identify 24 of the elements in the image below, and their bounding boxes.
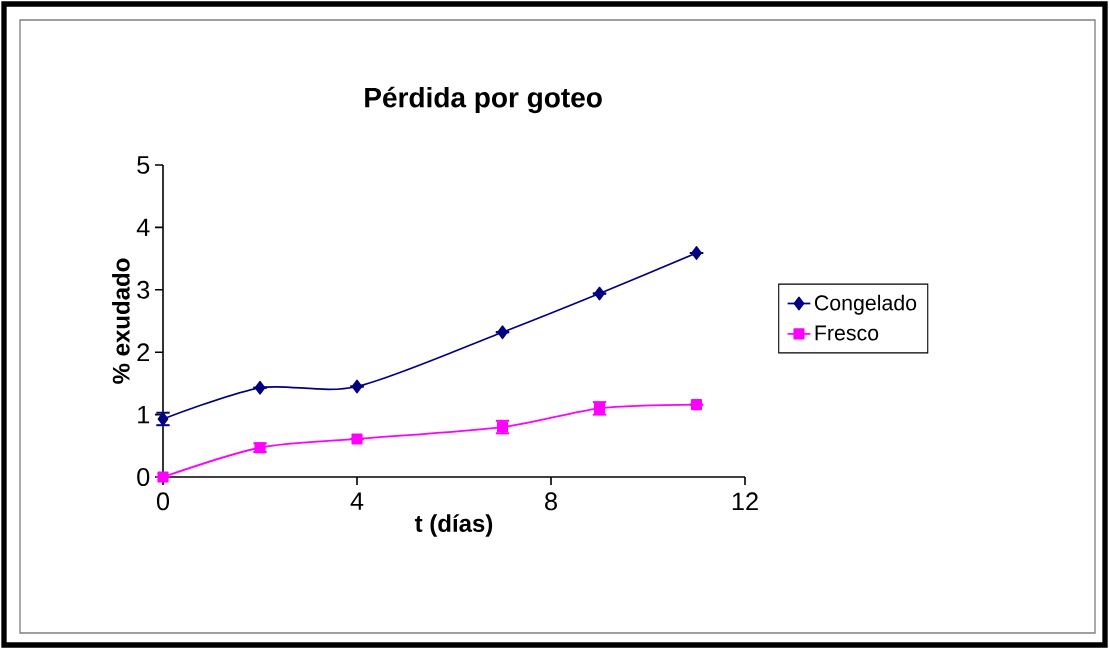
point bbox=[351, 433, 363, 445]
y-tick-label: 2 bbox=[137, 343, 150, 362]
x-tick-label: 8 bbox=[545, 492, 557, 511]
x-tick-label: 0 bbox=[156, 492, 170, 511]
point bbox=[497, 325, 508, 340]
chart-title: Pérdida por goteo bbox=[365, 86, 602, 114]
point bbox=[254, 380, 266, 395]
point bbox=[594, 286, 605, 301]
point bbox=[157, 412, 169, 426]
legend-label: Congelado bbox=[814, 294, 917, 315]
y-axis-title: % exudado bbox=[112, 258, 130, 384]
x-axis-title: t (días) bbox=[414, 514, 493, 537]
y-tick-label: 0 bbox=[137, 468, 150, 486]
x-tick-label: 12 bbox=[732, 492, 758, 511]
point bbox=[157, 471, 169, 483]
y-tick-label: 1 bbox=[138, 405, 150, 424]
legend-label: Fresco bbox=[815, 325, 879, 341]
point bbox=[690, 399, 703, 411]
y-tick-label: 5 bbox=[137, 156, 150, 174]
y-tick-label: 3 bbox=[137, 280, 150, 299]
point bbox=[351, 379, 363, 394]
y-tick-label: 4 bbox=[136, 218, 150, 237]
point bbox=[691, 246, 702, 260]
x-tick-label: 4 bbox=[350, 492, 364, 510]
